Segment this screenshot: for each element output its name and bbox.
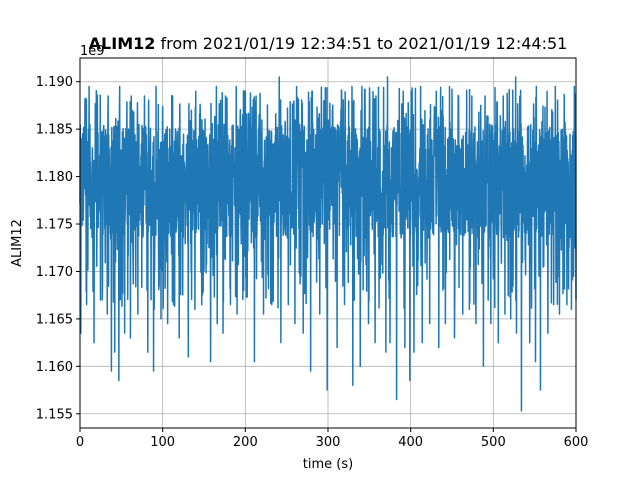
- y-tick-label: 1.180: [36, 170, 73, 185]
- x-tick-label: 0: [76, 435, 84, 450]
- y-tick-label: 1.190: [36, 75, 73, 90]
- x-axis: 0 100 200 300 400 500 600: [76, 428, 589, 450]
- y-axis-label: ALIM12: [10, 219, 25, 267]
- y-tick-label: 1.175: [36, 218, 73, 233]
- series-line: [79, 76, 577, 412]
- x-tick-label: 100: [150, 435, 175, 450]
- x-tick-label: 300: [316, 435, 341, 450]
- series-layer: [79, 76, 577, 412]
- x-axis-label: time (s): [303, 457, 353, 472]
- x-tick-label: 600: [564, 435, 589, 450]
- x-tick-label: 400: [398, 435, 423, 450]
- y-offset-label: 1e9: [80, 44, 105, 59]
- y-tick-label: 1.165: [36, 312, 73, 327]
- x-tick-label: 200: [233, 435, 258, 450]
- y-tick-label: 1.155: [36, 407, 73, 422]
- x-tick-label: 500: [481, 435, 506, 450]
- y-tick-label: 1.185: [36, 123, 73, 138]
- y-tick-label: 1.160: [36, 360, 73, 375]
- y-tick-label: 1.170: [36, 265, 73, 280]
- chart-title: ALIM12 from 2021/01/19 12:34:51 to 2021/…: [89, 34, 568, 53]
- chart-title-series: ALIM12: [89, 34, 156, 53]
- chart-title-range: from 2021/01/19 12:34:51 to 2021/01/19 1…: [155, 34, 567, 53]
- y-axis: 1.155 1.160 1.165 1.170 1.175 1.180 1.185 1.190: [36, 75, 80, 422]
